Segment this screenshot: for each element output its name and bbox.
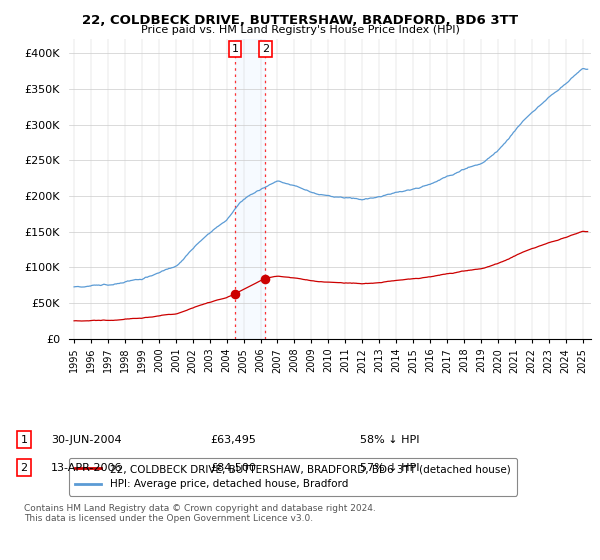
Legend: 22, COLDBECK DRIVE, BUTTERSHAW, BRADFORD, BD6 3TT (detached house), HPI: Average: 22, COLDBECK DRIVE, BUTTERSHAW, BRADFORD… bbox=[69, 458, 517, 496]
Text: 1: 1 bbox=[20, 435, 28, 445]
Text: 30-JUN-2004: 30-JUN-2004 bbox=[51, 435, 122, 445]
Text: 2: 2 bbox=[20, 463, 28, 473]
Text: Price paid vs. HM Land Registry's House Price Index (HPI): Price paid vs. HM Land Registry's House … bbox=[140, 25, 460, 35]
Point bbox=[260, 274, 270, 283]
Text: 1: 1 bbox=[232, 44, 239, 54]
Text: 2: 2 bbox=[262, 44, 269, 54]
Text: 58% ↓ HPI: 58% ↓ HPI bbox=[360, 435, 419, 445]
Bar bbox=[235, 39, 265, 339]
Text: £63,495: £63,495 bbox=[210, 435, 256, 445]
Text: 57% ↓ HPI: 57% ↓ HPI bbox=[360, 463, 419, 473]
Text: 22, COLDBECK DRIVE, BUTTERSHAW, BRADFORD, BD6 3TT: 22, COLDBECK DRIVE, BUTTERSHAW, BRADFORD… bbox=[82, 14, 518, 27]
Point bbox=[230, 289, 240, 298]
Text: £84,500: £84,500 bbox=[210, 463, 256, 473]
Text: 13-APR-2006: 13-APR-2006 bbox=[51, 463, 122, 473]
Text: Contains HM Land Registry data © Crown copyright and database right 2024.
This d: Contains HM Land Registry data © Crown c… bbox=[24, 504, 376, 524]
